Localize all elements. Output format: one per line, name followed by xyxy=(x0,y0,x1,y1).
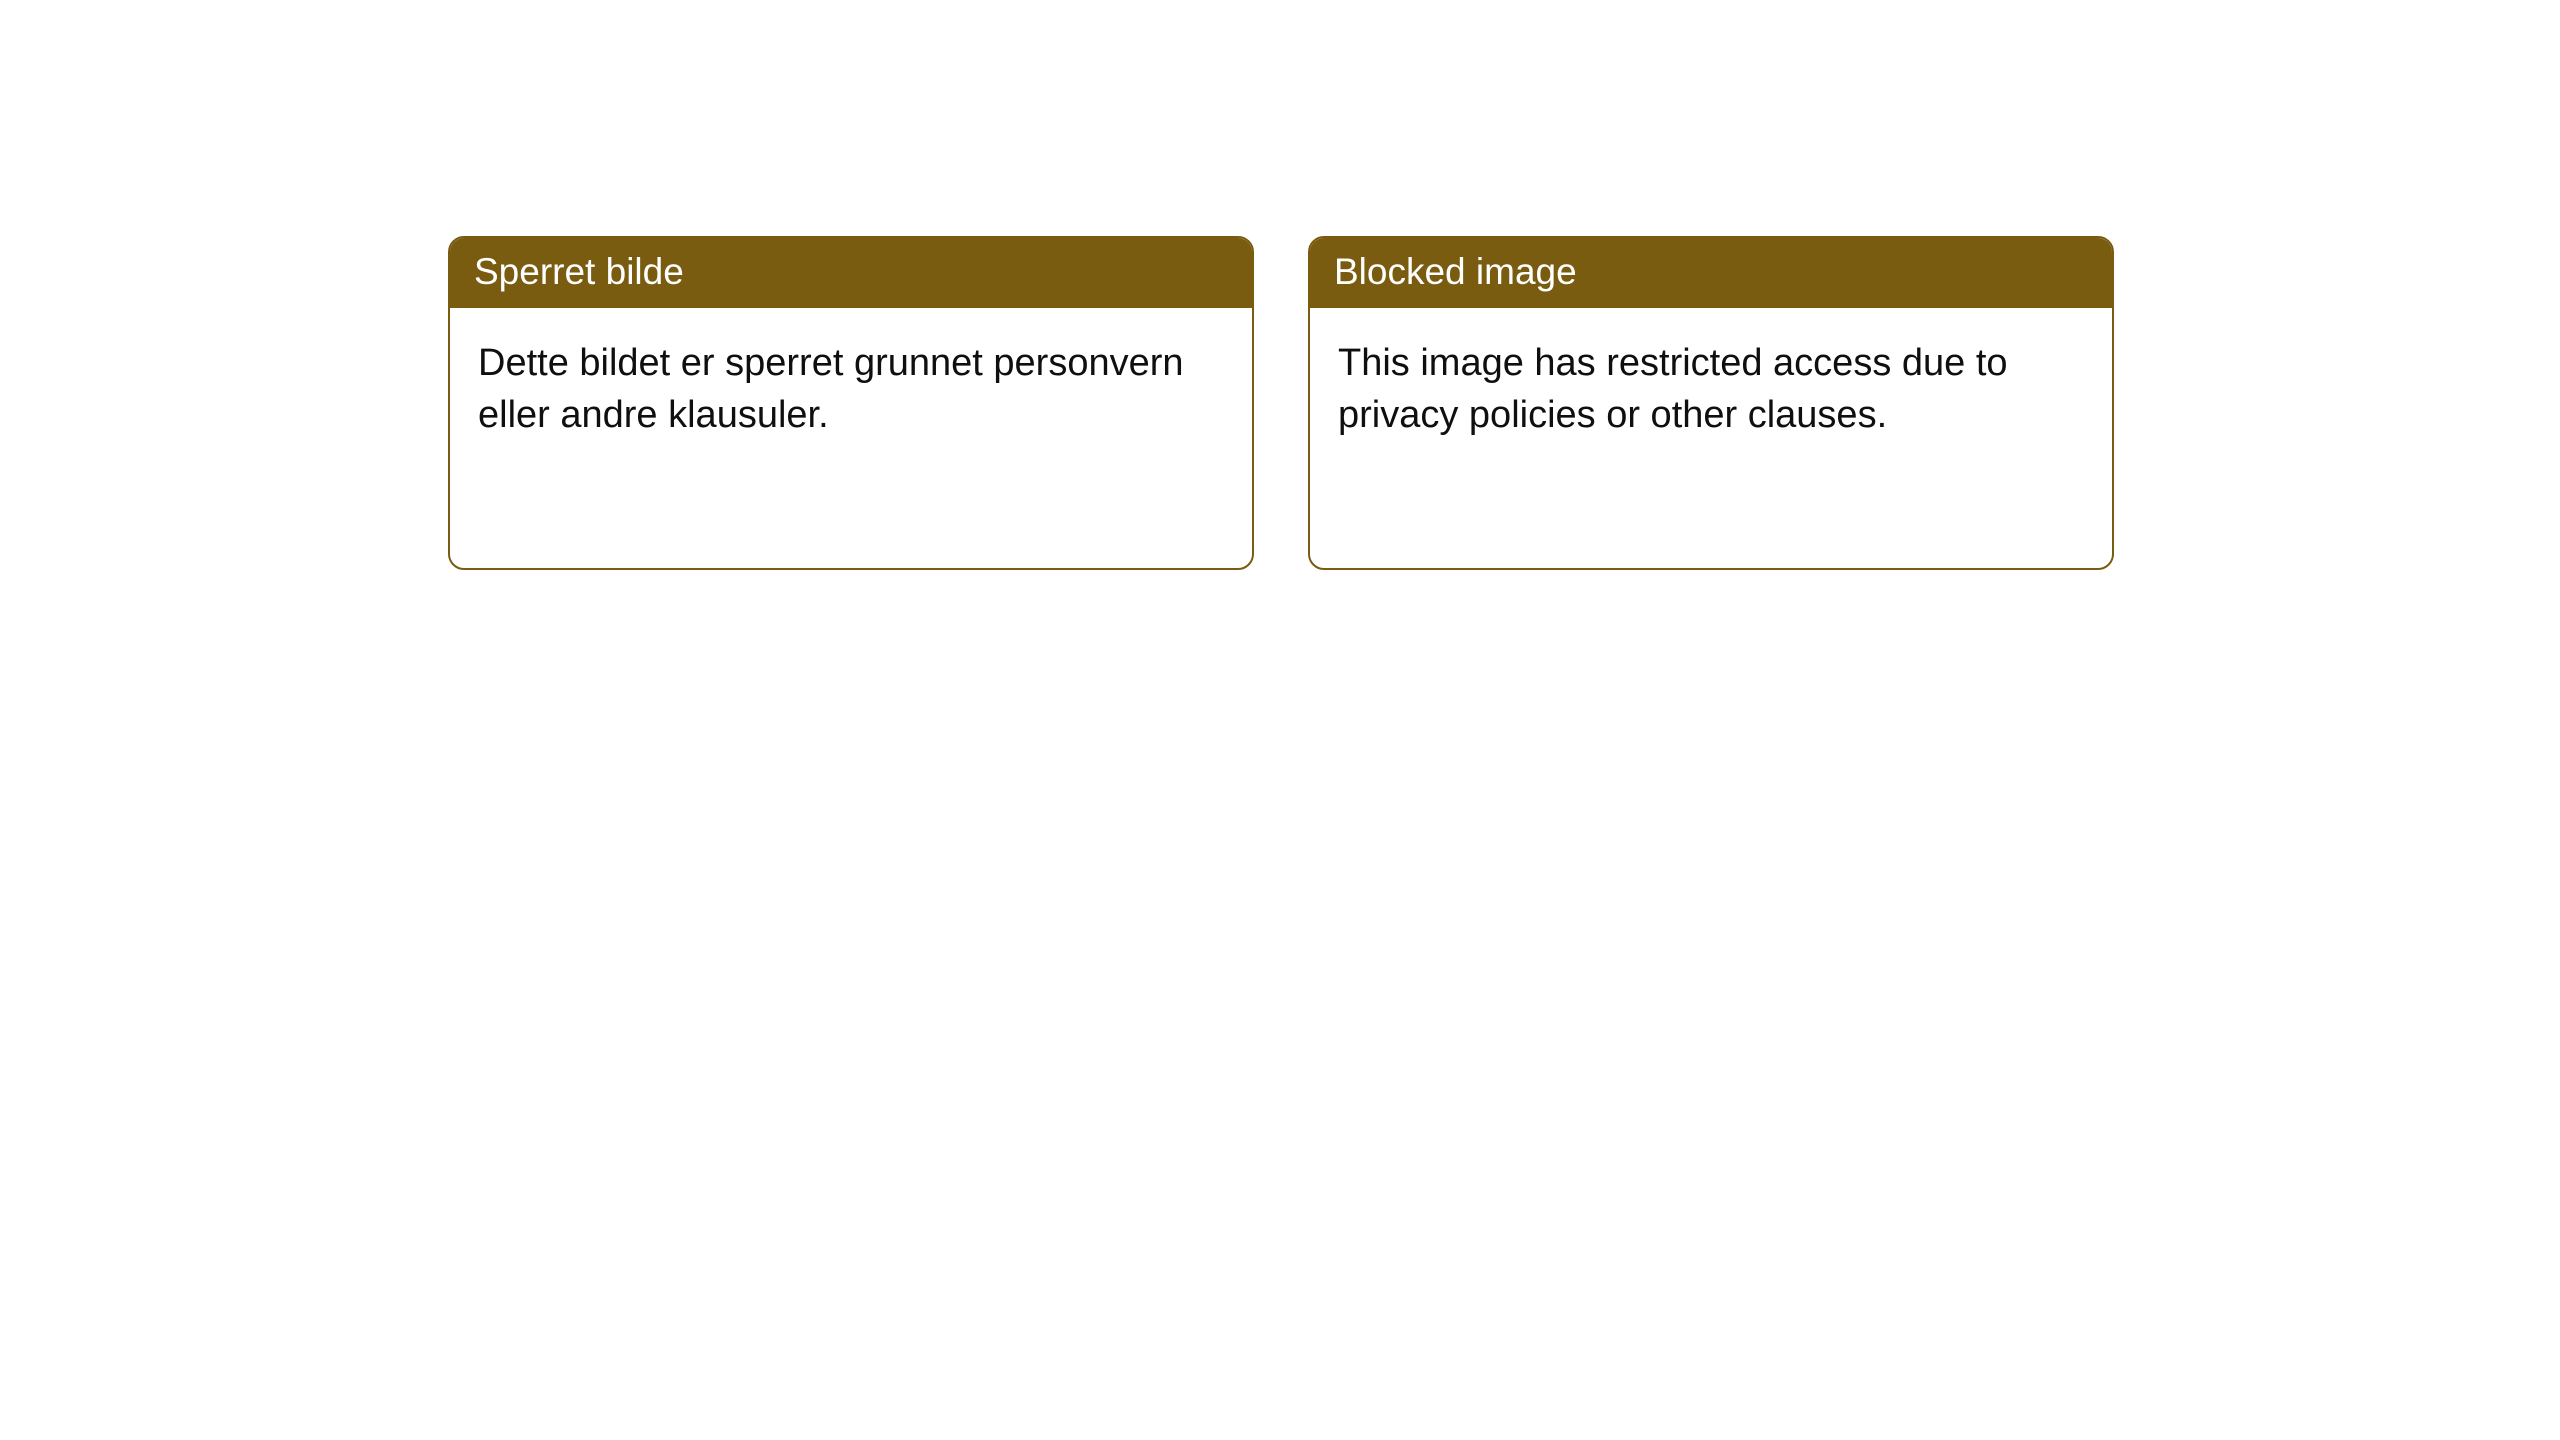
notice-box-english: Blocked image This image has restricted … xyxy=(1308,236,2114,570)
notice-container: Sperret bilde Dette bildet er sperret gr… xyxy=(0,0,2560,570)
notice-header-english: Blocked image xyxy=(1310,238,2112,308)
notice-box-norwegian: Sperret bilde Dette bildet er sperret gr… xyxy=(448,236,1254,570)
notice-body-norwegian: Dette bildet er sperret grunnet personve… xyxy=(450,308,1252,471)
notice-header-norwegian: Sperret bilde xyxy=(450,238,1252,308)
notice-body-english: This image has restricted access due to … xyxy=(1310,308,2112,471)
